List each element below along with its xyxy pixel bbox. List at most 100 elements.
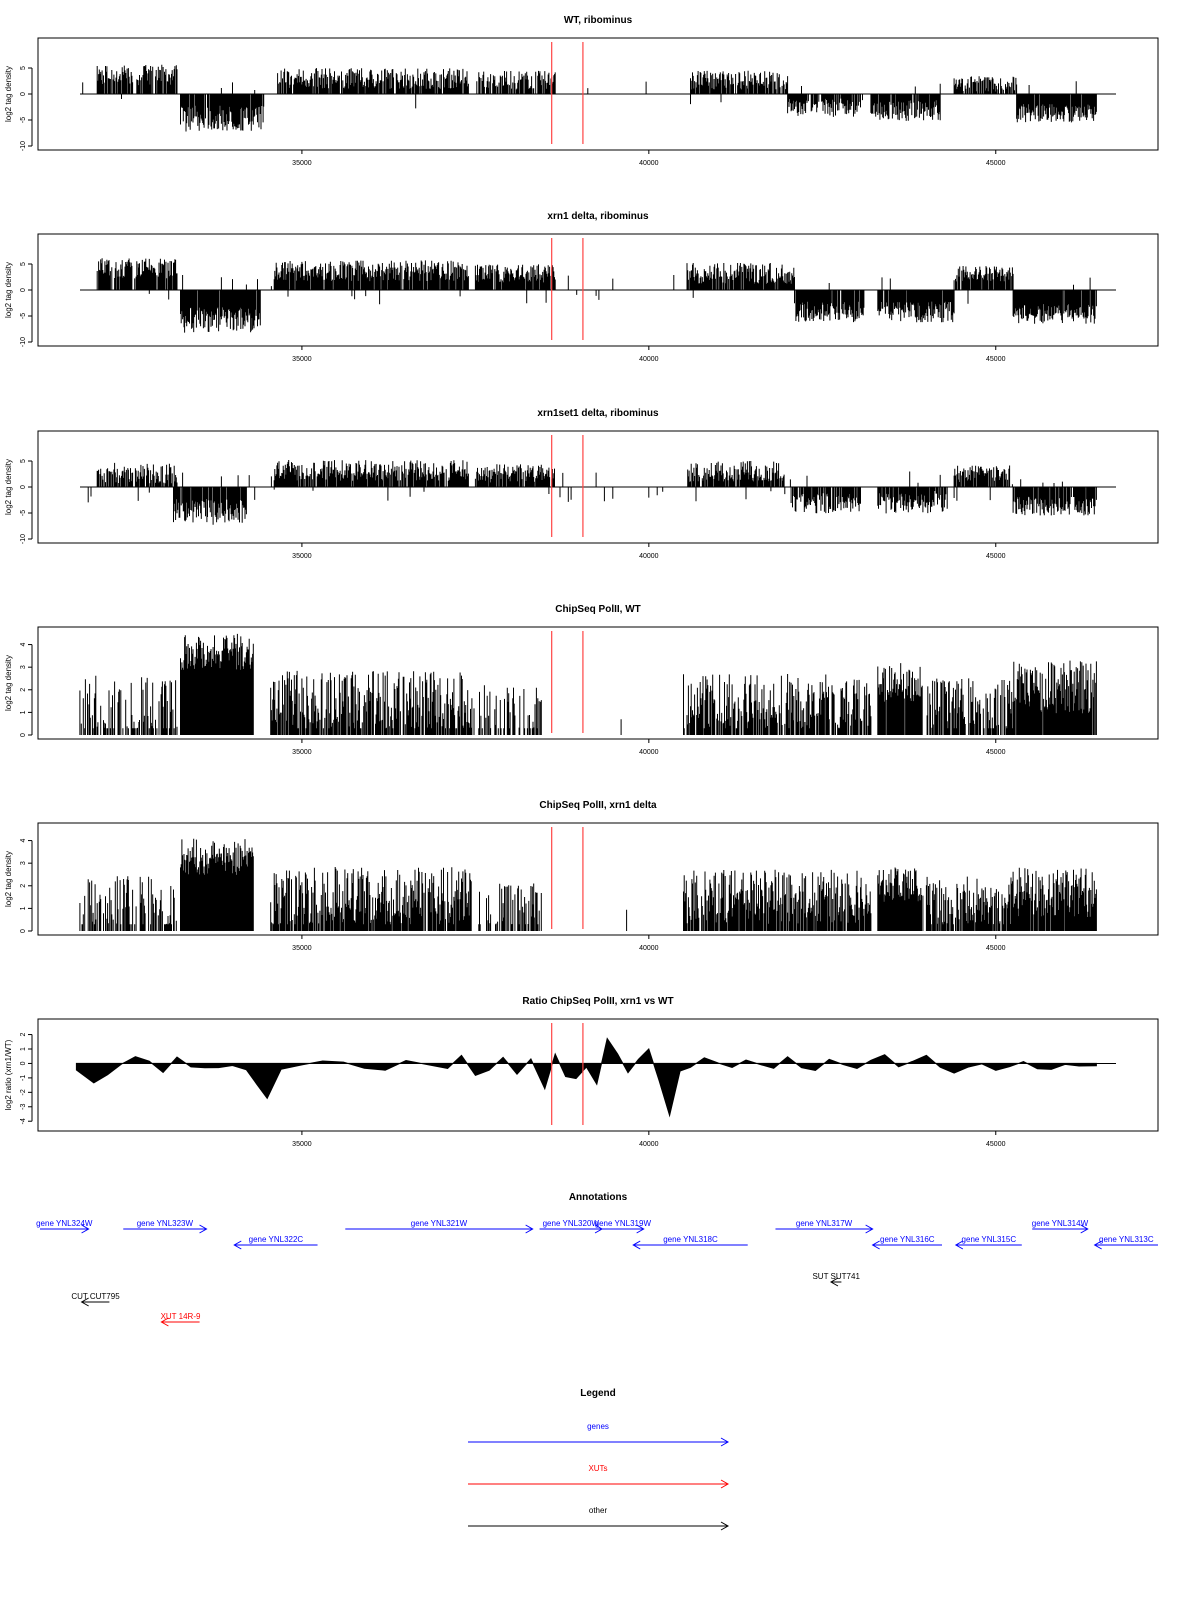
legend: Legend genes XUTs other — [468, 1388, 730, 1531]
chart-panel-5: Ratio ChipSeq PolII, xrn1 vs WT log2 rati… — [4, 996, 1159, 1148]
x-tick-label: 35000 — [292, 356, 312, 363]
x-tick-label: 35000 — [292, 1141, 312, 1148]
feature-arrowhead — [525, 1224, 534, 1234]
y-tick-label: -10 — [20, 141, 27, 151]
x-tick-label: 35000 — [292, 553, 312, 560]
feature-label: CUT CUT795 — [71, 1292, 120, 1301]
feature-arrowhead — [636, 1224, 645, 1234]
legend-label: genes — [587, 1422, 609, 1431]
feature-arrowhead — [199, 1224, 208, 1234]
x-tick-label: 45000 — [986, 1141, 1006, 1148]
x-tick-label: 40000 — [639, 160, 659, 167]
y-axis-label: log2 tag density — [4, 66, 13, 122]
legend-entry-2: other — [468, 1506, 730, 1531]
y-tick-label: -5 — [20, 510, 27, 516]
feature-label: gene YNL322C — [249, 1235, 304, 1244]
data-series — [80, 258, 1116, 333]
legend-entry-1: XUTs — [468, 1464, 730, 1489]
x-tick-label: 35000 — [292, 749, 312, 756]
y-tick-label: 1 — [20, 1047, 27, 1051]
legend-arrowhead — [720, 1437, 730, 1447]
feature-label: gene YNL317W — [796, 1219, 853, 1228]
feature-label: gene YNL319W — [595, 1219, 652, 1228]
data-series — [75, 1037, 1116, 1118]
feature-arrowhead — [865, 1224, 874, 1234]
y-tick-label: 5 — [20, 459, 27, 463]
feature-5: gene YNL319W — [595, 1219, 652, 1234]
feature-10: gene YNL314W — [1032, 1219, 1089, 1234]
feature-7: gene YNL317W — [775, 1219, 874, 1234]
y-tick-label: -10 — [20, 337, 27, 347]
feature-13: CUT CUT795 — [71, 1292, 120, 1307]
y-axis-label: log2 tag density — [4, 262, 13, 318]
chart-title: WT, ribominus — [564, 15, 633, 26]
x-tick-label: 35000 — [292, 160, 312, 167]
ratio-area — [75, 1037, 1097, 1118]
feature-2: gene YNL322C — [233, 1235, 318, 1250]
chart-title: Ratio ChipSeq PolII, xrn1 vs WT — [522, 996, 673, 1007]
x-tick-label: 45000 — [986, 160, 1006, 167]
feature-label: gene YNL313C — [1099, 1235, 1154, 1244]
y-tick-label: 2 — [20, 688, 27, 692]
feature-arrowhead — [871, 1240, 880, 1250]
x-tick-label: 45000 — [986, 553, 1006, 560]
x-tick-label: 40000 — [639, 553, 659, 560]
y-tick-label: 0 — [20, 485, 27, 489]
y-axis-label: log2 tag density — [4, 851, 13, 907]
legend-arrowhead — [720, 1521, 730, 1531]
chart-title: xrn1set1 delta, ribominus — [537, 408, 659, 419]
annotations-title: Annotations — [569, 1192, 628, 1203]
y-tick-label: -5 — [20, 313, 27, 319]
x-tick-label: 45000 — [986, 356, 1006, 363]
y-tick-label: 2 — [20, 1033, 27, 1037]
y-tick-label: -5 — [20, 117, 27, 123]
feature-label: gene YNL318C — [663, 1235, 718, 1244]
chart-panel-0: WT, ribominus log2 tag density -10 -5 0 5 3500… — [4, 15, 1159, 167]
y-tick-label: 0 — [20, 1061, 27, 1065]
data-series — [79, 633, 1097, 735]
feature-6: gene YNL318C — [632, 1235, 748, 1250]
y-tick-label: 1 — [20, 710, 27, 714]
feature-1: gene YNL323W — [123, 1219, 208, 1234]
y-tick-label: 5 — [20, 262, 27, 266]
y-tick-label: 0 — [20, 92, 27, 96]
feature-label: gene YNL323W — [137, 1219, 194, 1228]
y-tick-label: 4 — [20, 643, 27, 647]
x-tick-label: 40000 — [639, 356, 659, 363]
chart-title: ChipSeq PolII, xrn1 delta — [539, 800, 657, 811]
signal-bars — [82, 64, 1097, 132]
y-tick-label: 0 — [20, 733, 27, 737]
feature-8: gene YNL316C — [871, 1235, 943, 1250]
y-axis-label: log2 tag density — [4, 655, 13, 711]
chart-panel-3: ChipSeq PolII, WT log2 tag density 0 1 2 3 4 35… — [4, 604, 1159, 756]
feature-arrowhead — [829, 1277, 839, 1287]
feature-4: gene YNL320W — [539, 1219, 604, 1234]
feature-3: gene YNL321W — [345, 1219, 534, 1234]
chart-title: ChipSeq PolII, WT — [555, 604, 641, 615]
data-series — [80, 460, 1116, 525]
x-tick-label: 40000 — [639, 945, 659, 952]
y-tick-label: -3 — [20, 1104, 27, 1110]
chart-title: xrn1 delta, ribominus — [547, 211, 649, 222]
y-tick-label: -1 — [20, 1075, 27, 1081]
chart-panel-1: xrn1 delta, ribominus log2 tag density -10… — [4, 211, 1159, 363]
feature-arrowhead — [233, 1240, 242, 1250]
chart-panel-4: ChipSeq PolII, xrn1 delta log2 tag densit… — [4, 800, 1159, 952]
feature-arrowhead — [1093, 1240, 1102, 1250]
y-tick-label: 1 — [20, 906, 27, 910]
feature-label: gene YNL314W — [1032, 1219, 1089, 1228]
x-tick-label: 40000 — [639, 1141, 659, 1148]
legend-label: XUTs — [588, 1464, 607, 1473]
y-tick-label: 0 — [20, 288, 27, 292]
feature-label: gene YNL315C — [962, 1235, 1017, 1244]
feature-arrowhead — [1080, 1224, 1089, 1234]
feature-label: gene YNL324W — [36, 1219, 93, 1228]
feature-arrowhead — [632, 1240, 641, 1250]
y-tick-label: 2 — [20, 884, 27, 888]
chart-panel-2: xrn1set1 delta, ribominus log2 tag densit… — [4, 408, 1159, 560]
legend-title: Legend — [580, 1388, 616, 1399]
feature-11: gene YNL313C — [1093, 1235, 1158, 1250]
feature-label: SUT SUT741 — [812, 1272, 860, 1281]
